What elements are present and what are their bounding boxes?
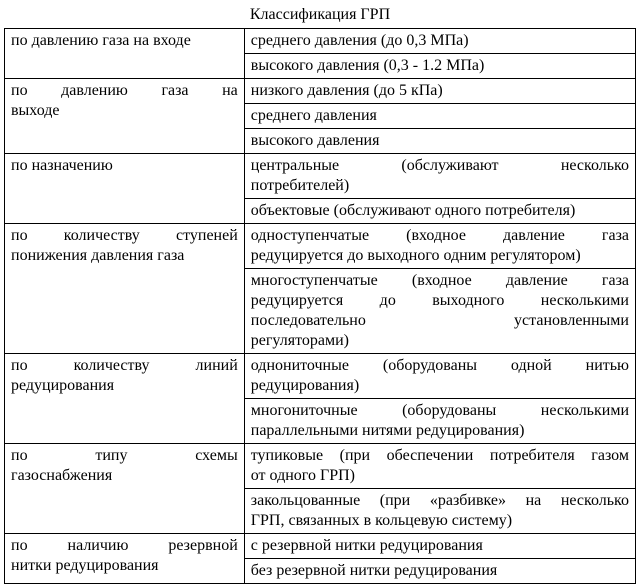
value-cell: низкого давления (до 5 кПа) (244, 79, 635, 104)
value-cell: многоступенчатые (входное давление газар… (244, 269, 635, 354)
table-row: по количеству линийредуцированияоднонито… (5, 354, 636, 399)
value-cell: без резервной нитки редуцирования (244, 559, 635, 584)
category-cell: по типу схемыгазоснабжения (5, 444, 245, 534)
table-row: по давлению газа навыходенизкого давлени… (5, 79, 636, 104)
value-cell: среднего давления (до 0,3 МПа) (244, 29, 635, 54)
category-cell: по давлению газа навыходе (5, 79, 245, 154)
table-row: по типу схемыгазоснабжениятупиковые (при… (5, 444, 636, 489)
category-cell: по количеству ступенейпонижения давления… (5, 224, 245, 354)
table-row: по назначениюцентральные (обслуживают не… (5, 154, 636, 199)
classification-table: по давлению газа на входесреднего давлен… (4, 28, 636, 584)
value-cell: закольцованные (при «разбивке» на нескол… (244, 489, 635, 534)
table-title: Классификация ГРП (4, 6, 636, 24)
category-cell: по наличию резервнойнитки редуцирования (5, 534, 245, 584)
category-cell: по количеству линийредуцирования (5, 354, 245, 444)
value-cell: многониточные (оборудованы несколькимипа… (244, 399, 635, 444)
category-cell: по назначению (5, 154, 245, 224)
table-row: по количеству ступенейпонижения давления… (5, 224, 636, 269)
value-cell: тупиковые (при обеспечении потребителя г… (244, 444, 635, 489)
value-cell: среднего давления (244, 104, 635, 129)
value-cell: центральные (обслуживают несколькопотреб… (244, 154, 635, 199)
value-cell: высокого давления (0,3 - 1.2 МПа) (244, 54, 635, 79)
table-row: по давлению газа на входесреднего давлен… (5, 29, 636, 54)
value-cell: высокого давления (244, 129, 635, 154)
category-cell: по давлению газа на входе (5, 29, 245, 79)
table-row: по наличию резервнойнитки редуцированияс… (5, 534, 636, 559)
value-cell: одноступенчатые (входное давление газаре… (244, 224, 635, 269)
value-cell: объектовые (обслуживают одного потребите… (244, 199, 635, 224)
value-cell: с резервной нитки редуцирования (244, 534, 635, 559)
value-cell: однониточные (оборудованы одной нитьюред… (244, 354, 635, 399)
